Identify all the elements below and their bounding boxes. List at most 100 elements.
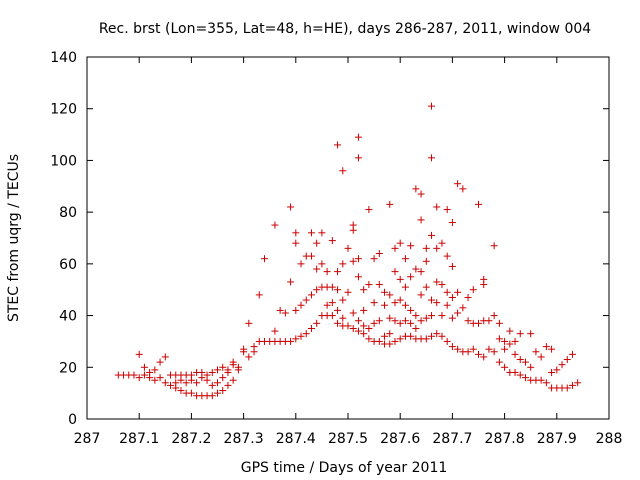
- x-tick-label: 287.5: [328, 431, 368, 447]
- data-point: [469, 345, 477, 353]
- data-point: [339, 296, 347, 304]
- data-point: [292, 239, 300, 247]
- data-point: [302, 296, 310, 304]
- data-point: [516, 356, 524, 364]
- data-point: [464, 293, 472, 301]
- data-point: [485, 317, 493, 325]
- data-point: [532, 348, 540, 356]
- data-point: [537, 376, 545, 384]
- data-point: [438, 239, 446, 247]
- data-point: [375, 317, 383, 325]
- data-point: [401, 317, 409, 325]
- data-point: [334, 319, 342, 327]
- data-point: [412, 325, 420, 332]
- data-point: [511, 337, 519, 345]
- x-tick-label: 287.4: [276, 431, 316, 447]
- data-point: [313, 265, 321, 273]
- data-point: [396, 296, 404, 304]
- data-point: [433, 244, 441, 252]
- data-point: [417, 268, 425, 276]
- data-point: [365, 281, 373, 289]
- data-point: [339, 314, 347, 322]
- data-point: [339, 260, 347, 268]
- data-point: [313, 239, 321, 247]
- data-points: [114, 102, 582, 400]
- x-tick-label: 287.8: [485, 431, 525, 447]
- data-point: [527, 363, 535, 371]
- data-point: [135, 350, 143, 358]
- data-point: [563, 384, 571, 392]
- data-point: [208, 368, 216, 376]
- data-point: [454, 180, 462, 188]
- data-point: [328, 299, 336, 307]
- data-point: [287, 337, 295, 345]
- data-point: [214, 379, 221, 387]
- data-point: [527, 330, 535, 338]
- data-point: [506, 340, 514, 348]
- data-point: [375, 250, 383, 258]
- data-point: [422, 257, 430, 265]
- data-point: [245, 319, 253, 327]
- data-point: [260, 255, 268, 263]
- data-point: [553, 366, 561, 374]
- data-point: [391, 337, 399, 345]
- data-point: [521, 358, 529, 366]
- data-point: [386, 340, 394, 348]
- data-point: [328, 237, 336, 245]
- data-point: [344, 322, 352, 330]
- data-point: [151, 366, 159, 374]
- data-point: [443, 206, 451, 214]
- data-point: [156, 358, 164, 366]
- data-point: [480, 275, 488, 283]
- data-point: [516, 371, 524, 379]
- data-point: [339, 167, 347, 175]
- data-point: [334, 141, 342, 149]
- x-tick-label: 287.7: [432, 431, 472, 447]
- data-point: [443, 252, 451, 260]
- data-point: [428, 332, 436, 340]
- data-point: [234, 363, 242, 371]
- data-point: [401, 255, 409, 263]
- data-point: [287, 278, 295, 286]
- data-point: [161, 379, 169, 387]
- data-point: [506, 327, 514, 335]
- data-point: [475, 350, 482, 358]
- data-point: [407, 332, 415, 340]
- data-point: [187, 371, 195, 379]
- y-tick-label: 100: [50, 153, 77, 169]
- data-point: [349, 221, 357, 229]
- x-tick-label: 287.6: [380, 431, 420, 447]
- data-point: [354, 317, 362, 325]
- data-point: [501, 345, 509, 353]
- data-point: [214, 366, 221, 374]
- y-tick-label: 0: [68, 412, 77, 428]
- data-point: [438, 332, 446, 340]
- data-point: [255, 291, 263, 299]
- data-point: [292, 335, 300, 343]
- data-point: [480, 353, 488, 361]
- x-tick-label: 287.1: [119, 431, 159, 447]
- data-point: [370, 255, 378, 263]
- y-tick-label: 60: [59, 257, 77, 273]
- data-point: [443, 301, 451, 309]
- data-point: [224, 366, 232, 374]
- data-point: [307, 252, 315, 260]
- data-point: [334, 286, 342, 294]
- data-point: [464, 317, 472, 325]
- data-point: [495, 319, 503, 327]
- data-point: [391, 244, 399, 252]
- data-point: [574, 379, 582, 387]
- data-point: [334, 268, 342, 276]
- data-point: [214, 389, 221, 397]
- data-point: [297, 260, 305, 268]
- data-point: [307, 325, 315, 332]
- data-point: [448, 293, 456, 301]
- data-point: [417, 317, 425, 325]
- data-point: [161, 353, 169, 361]
- data-point: [313, 286, 321, 294]
- data-point: [354, 327, 362, 335]
- data-point: [156, 374, 164, 382]
- data-point: [375, 281, 383, 289]
- data-point: [354, 154, 362, 162]
- data-point: [297, 332, 305, 340]
